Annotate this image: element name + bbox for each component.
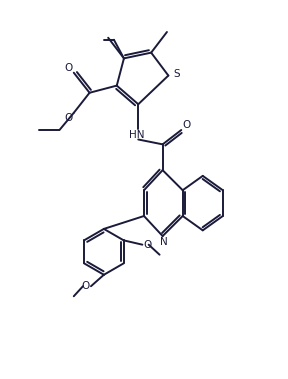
Text: O: O	[81, 281, 89, 291]
Text: O: O	[182, 120, 191, 130]
Text: O: O	[65, 63, 73, 73]
Text: O: O	[64, 113, 72, 123]
Text: O: O	[143, 240, 152, 250]
Text: S: S	[173, 69, 180, 79]
Text: HN: HN	[129, 130, 145, 140]
Text: N: N	[160, 237, 168, 247]
